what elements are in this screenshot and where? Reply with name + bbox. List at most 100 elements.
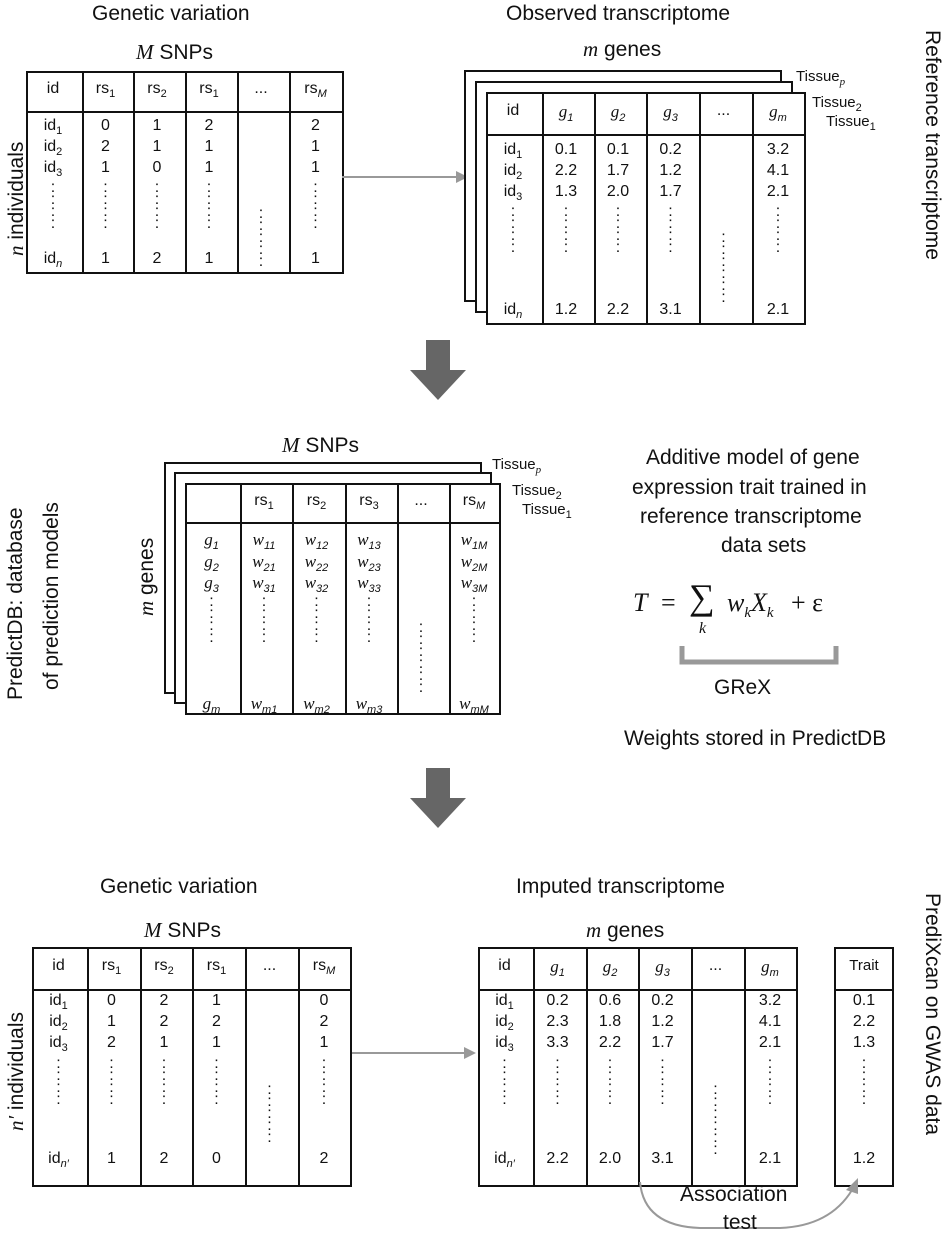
bot-snp-cell-1-1: 1 [107, 1013, 116, 1030]
bot-expr-cell-1-5: 4.1 [758, 1013, 782, 1030]
trait-value-2: 1.3 [852, 1034, 876, 1051]
bot-snp-cell-2-5: 1 [319, 1034, 329, 1051]
top-snp-dots-0: : : : : [50, 179, 56, 232]
top-expr-header-5: gm [769, 102, 787, 125]
top-snp-header-4: ... [254, 80, 268, 97]
bot-expr-cell-2-5: 2.1 [758, 1034, 782, 1051]
mid-weight-header-1: rs1 [254, 491, 274, 512]
top-tissue-1-label: Tissue1 [826, 113, 876, 133]
bottom-imputed-transcriptome-title: Imputed transcriptome [516, 875, 725, 898]
top-snp-cell-3-3: 1 [204, 250, 214, 267]
bot-expr-cell-3-2: 2.0 [598, 1150, 622, 1167]
bottom-n-prime-individuals-label: n′ individuals [4, 1012, 28, 1131]
bot-expr-cell-1-1: 2.3 [546, 1013, 569, 1030]
bot-snp-header-4: ... [262, 957, 277, 974]
top-snp-dots-4: : : : : : [258, 205, 264, 270]
bot-snp-header-1: rs1 [101, 957, 122, 978]
top-snp-cell-1-3: 1 [204, 138, 214, 155]
bot-expr-cell-2-3: 1.7 [651, 1034, 674, 1051]
bot-snp-cell-2-1: 2 [107, 1034, 116, 1051]
bottom-expr-table [478, 947, 798, 1187]
bot-expr-cell-1-0: id2 [495, 1013, 514, 1034]
association-test-label-2: test [723, 1211, 757, 1234]
bot-expr-dots-2: : : : : [607, 1055, 613, 1108]
bot-snp-cell-2-0: id3 [49, 1034, 68, 1055]
top-snp-cell-0-3: 2 [204, 117, 214, 134]
top-snp-cell-3-1: 1 [101, 250, 110, 267]
top-expr-cell-1-2: 1.7 [606, 162, 630, 179]
grex-bracket [679, 646, 839, 665]
bot-snp-header-0: id [52, 957, 65, 974]
bot-expr-header-1: g1 [550, 957, 565, 980]
bot-snp-cell-3-0: idn′ [48, 1150, 69, 1171]
top-observed-transcriptome-title: Observed transcriptome [506, 2, 731, 25]
top-expr-cell-3-0: idn [503, 301, 523, 322]
top-expr-dots-1: : : : : [563, 203, 569, 256]
mid-weight-cell-3-1: wm1 [250, 694, 278, 717]
top-expr-cell-3-3: 3.1 [659, 301, 682, 318]
mid-weight-cell-0-5: w1M [460, 530, 488, 553]
top-expr-cell-0-0: id1 [503, 141, 523, 162]
bot-expr-header-0: id [498, 957, 511, 974]
reference-transcriptome-label: Reference transcriptome [921, 30, 944, 260]
trait-value-3: 1.2 [852, 1150, 876, 1167]
mid-weight-cell-1-1: w21 [252, 552, 276, 575]
mid-weight-cell-2-2: w32 [304, 573, 329, 596]
top-m-genes-label: m genes [583, 37, 662, 61]
top-expr-dots-2: : : : : [615, 203, 621, 256]
mid-weight-cell-1-3: w23 [357, 552, 381, 575]
mid-weight-dots-5: : : : : [471, 593, 477, 646]
bot-snp-cell-1-3: 2 [212, 1013, 221, 1030]
mid-weight-cell-2-1: w31 [252, 573, 276, 596]
bot-expr-cell-3-0: idn′ [494, 1150, 515, 1171]
bot-expr-header-2: g2 [602, 957, 618, 980]
bottom-m-snps-label: M SNPs [144, 918, 222, 942]
bot-expr-cell-0-1: 0.2 [546, 992, 569, 1009]
bot-snp-cell-1-2: 2 [159, 1013, 169, 1030]
bot-expr-header-4: ... [708, 957, 723, 974]
top-expr-header-2: g2 [610, 102, 626, 125]
top-expr-header-3: g3 [663, 102, 678, 125]
grex-label: GReX [714, 676, 772, 699]
top-expr-header-0: id [506, 102, 520, 119]
top-expr-table [486, 92, 806, 325]
bot-snp-cell-1-0: id2 [49, 1013, 68, 1034]
top-snp-cell-3-2: 2 [152, 250, 162, 267]
bot-expr-cell-2-0: id3 [495, 1034, 514, 1055]
top-expr-cell-3-1: 1.2 [554, 301, 578, 318]
top-expr-cell-1-5: 4.1 [766, 162, 790, 179]
top-snp-header-1: rs1 [95, 80, 116, 101]
mid-weight-dots-2: : : : : [314, 593, 319, 646]
mid-weight-cell-0-3: w13 [357, 530, 381, 553]
top-expr-cell-2-5: 2.1 [766, 183, 790, 200]
bot-expr-cell-3-5: 2.1 [758, 1150, 782, 1167]
bot-snp-cell-0-5: 0 [319, 992, 329, 1009]
top-expr-header-1: g1 [558, 102, 574, 125]
top-snp-cell-2-0: id3 [43, 159, 63, 180]
bot-snp-cell-2-3: 1 [212, 1034, 221, 1051]
top-snp-cell-0-0: id1 [43, 117, 63, 138]
bot-snp-dots-1: : : : : [109, 1055, 114, 1108]
top-expr-cell-0-5: 3.2 [766, 141, 790, 158]
top-snp-cell-2-3: 1 [204, 159, 214, 176]
mid-weight-header-4: ... [414, 491, 428, 509]
middle-tissue-p-label: Tissuep [492, 456, 542, 476]
top-snp-cell-2-5: 1 [311, 159, 320, 176]
mid-weight-header-2: rs2 [306, 491, 327, 512]
top-expr-cell-0-2: 0.1 [606, 141, 630, 158]
top-snp-cell-3-5: 1 [311, 250, 320, 267]
top-snp-header-3: rs1 [199, 80, 219, 101]
mid-weight-cell-3-5: wmM [459, 694, 489, 717]
bot-expr-cell-2-1: 3.3 [546, 1034, 569, 1051]
bot-expr-cell-0-2: 0.6 [598, 992, 622, 1009]
bot-expr-cell-0-3: 0.2 [651, 992, 674, 1009]
bot-expr-dots-4: : : : : : : [713, 1081, 718, 1158]
top-expr-dots-5: : : : : [775, 203, 781, 256]
mid-weight-dots-1: : : : : [261, 593, 267, 646]
bot-snp-dots-3: : : : : [214, 1055, 219, 1108]
top-expr-cell-1-3: 1.2 [659, 162, 682, 179]
bot-snp-header-5: rsM [312, 957, 336, 978]
bottom-snp-table [32, 947, 352, 1187]
top-tissue-2-label: Tissue2 [812, 94, 862, 114]
bot-expr-cell-0-0: id1 [495, 992, 514, 1013]
